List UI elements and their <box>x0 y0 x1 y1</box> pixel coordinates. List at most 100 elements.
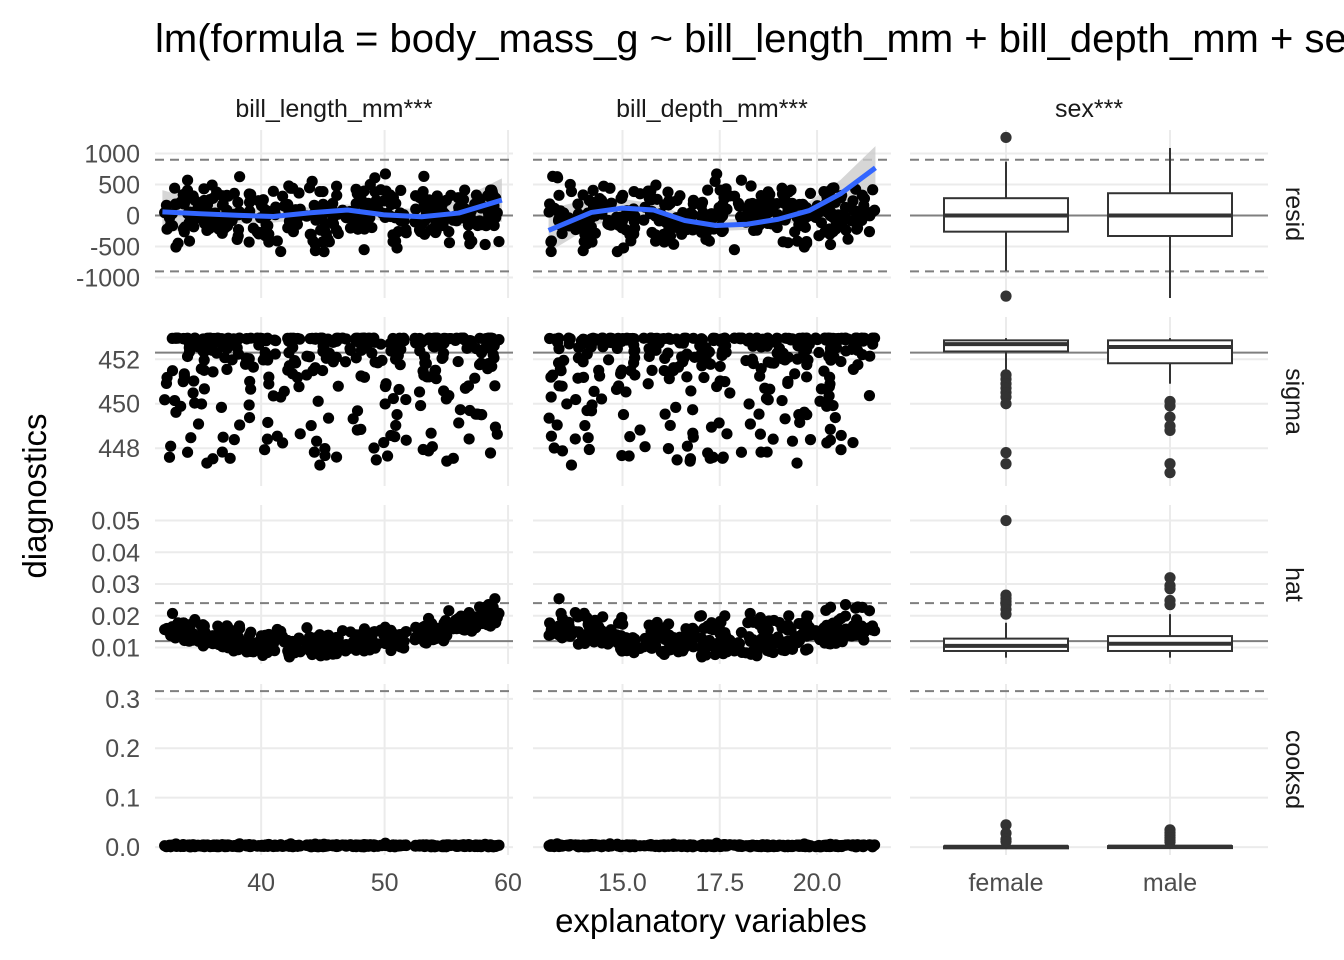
data-point <box>161 622 173 635</box>
data-point <box>716 349 728 362</box>
data-point <box>782 332 794 345</box>
data-point <box>864 839 876 851</box>
data-point <box>653 215 665 227</box>
data-point <box>842 233 854 245</box>
data-point <box>283 180 295 192</box>
boxplot-outlier <box>1164 458 1176 470</box>
data-point <box>813 346 825 359</box>
data-point <box>759 382 771 394</box>
data-point <box>616 611 628 624</box>
data-point <box>615 366 627 378</box>
data-point <box>319 840 331 852</box>
data-point <box>709 648 721 661</box>
data-point <box>670 401 682 413</box>
data-point <box>646 342 658 355</box>
data-point <box>634 424 646 436</box>
data-point <box>422 612 435 625</box>
data-point <box>183 235 196 247</box>
chart-title: lm(formula = body_mass_g ~ bill_length_m… <box>155 17 1344 61</box>
data-point <box>480 618 492 630</box>
data-point <box>490 211 502 224</box>
data-point <box>209 336 221 348</box>
data-point <box>243 236 255 248</box>
data-point <box>563 621 575 633</box>
data-point <box>311 435 323 447</box>
data-point <box>782 237 794 249</box>
boxplot-outlier <box>1164 572 1176 584</box>
data-point <box>646 642 658 654</box>
data-point <box>469 372 481 384</box>
data-point <box>187 387 199 399</box>
panel-bill_depth_mm-sigma <box>533 317 891 486</box>
data-point <box>257 194 269 206</box>
data-point <box>175 196 187 208</box>
data-point <box>305 419 317 432</box>
data-point <box>185 432 197 444</box>
data-point <box>776 840 789 852</box>
data-point <box>664 419 676 432</box>
data-point <box>799 341 811 353</box>
panel-sex-cooksd <box>910 684 1268 855</box>
data-point <box>851 626 863 638</box>
data-point <box>308 446 320 458</box>
data-point <box>639 441 651 453</box>
data-point <box>463 230 475 242</box>
data-point <box>555 607 567 620</box>
data-point <box>818 365 830 377</box>
data-point <box>681 348 693 360</box>
data-point <box>847 195 859 207</box>
data-point <box>378 195 390 207</box>
data-point <box>585 840 597 852</box>
data-point <box>544 198 556 210</box>
data-point <box>309 245 321 257</box>
data-point <box>864 350 876 362</box>
data-point <box>767 433 779 445</box>
y-axis-title: diagnostics <box>16 413 53 578</box>
data-point <box>493 235 505 248</box>
data-point <box>625 235 637 247</box>
y-tick-label-sigma: 448 <box>98 435 140 463</box>
data-point <box>438 385 450 397</box>
data-point <box>835 444 847 456</box>
data-point <box>319 643 331 655</box>
data-point <box>745 180 757 192</box>
data-point <box>555 365 567 377</box>
y-tick-label-hat: 0.05 <box>91 508 140 536</box>
data-point <box>610 839 623 851</box>
data-point <box>713 417 725 429</box>
data-point <box>823 351 835 363</box>
y-tick-label-hat: 0.03 <box>91 571 140 599</box>
data-point <box>793 198 806 211</box>
data-point <box>243 399 255 411</box>
data-point <box>199 840 211 852</box>
data-point <box>179 625 191 637</box>
data-point <box>649 235 662 247</box>
y-tick-label-resid: 0 <box>126 203 140 231</box>
data-point <box>779 413 791 425</box>
data-point <box>800 644 812 656</box>
data-point <box>610 629 623 641</box>
data-point <box>243 188 255 200</box>
data-point <box>744 418 756 430</box>
data-point <box>179 840 191 852</box>
data-point <box>804 187 817 200</box>
data-point <box>457 616 469 629</box>
smooth-line <box>162 197 503 220</box>
data-point <box>815 217 827 229</box>
data-point <box>851 337 863 349</box>
data-point <box>544 617 556 629</box>
data-point <box>263 839 275 851</box>
data-point <box>697 637 709 649</box>
data-point <box>183 635 195 647</box>
data-point <box>561 398 573 410</box>
data-point <box>278 385 290 397</box>
y-tick-label-resid: 1000 <box>84 141 140 169</box>
data-point <box>821 400 833 412</box>
data-point <box>821 840 833 853</box>
data-point <box>698 371 710 384</box>
boxplot-box <box>1107 339 1233 365</box>
data-point <box>663 618 675 630</box>
data-point <box>217 431 229 443</box>
data-point <box>794 416 806 429</box>
data-point <box>776 394 788 407</box>
